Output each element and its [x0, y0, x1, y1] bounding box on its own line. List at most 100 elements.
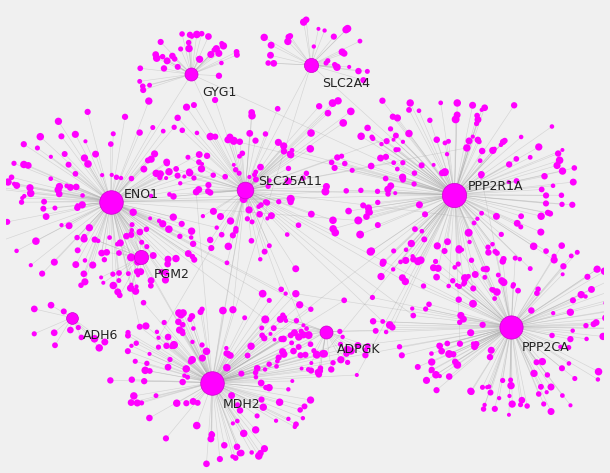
- Point: [207, 379, 217, 386]
- Point: [145, 215, 155, 222]
- Point: [246, 237, 256, 245]
- Point: [315, 364, 325, 372]
- Point: [330, 164, 340, 172]
- Point: [467, 256, 476, 264]
- Point: [251, 175, 261, 183]
- Point: [251, 373, 261, 381]
- Point: [198, 212, 208, 220]
- Point: [135, 78, 145, 85]
- Point: [382, 137, 392, 145]
- Point: [414, 107, 424, 114]
- Point: [162, 342, 171, 350]
- Point: [98, 279, 108, 287]
- Point: [286, 195, 296, 202]
- Point: [203, 187, 213, 195]
- Point: [343, 207, 353, 215]
- Point: [283, 177, 293, 185]
- Point: [145, 350, 154, 358]
- Point: [298, 322, 308, 329]
- Point: [456, 312, 466, 319]
- Point: [436, 99, 445, 106]
- Point: [576, 291, 586, 298]
- Point: [38, 205, 48, 212]
- Point: [339, 50, 349, 57]
- Point: [536, 228, 546, 236]
- Point: [542, 388, 551, 396]
- Point: [198, 354, 207, 362]
- Point: [393, 146, 403, 153]
- Point: [146, 277, 156, 284]
- Point: [135, 228, 145, 236]
- Point: [195, 55, 204, 63]
- Point: [207, 431, 217, 438]
- Point: [569, 178, 578, 186]
- Point: [556, 343, 565, 350]
- Point: [148, 124, 157, 131]
- Point: [232, 48, 242, 56]
- Point: [123, 270, 133, 278]
- Point: [46, 301, 56, 309]
- Point: [368, 294, 378, 301]
- Point: [81, 138, 90, 145]
- Point: [145, 414, 154, 422]
- Text: ENO1: ENO1: [124, 188, 159, 201]
- Point: [409, 180, 419, 188]
- Point: [279, 142, 289, 150]
- Point: [221, 344, 231, 352]
- Point: [570, 164, 580, 172]
- Point: [106, 198, 115, 205]
- Point: [486, 389, 495, 396]
- Point: [105, 234, 115, 241]
- Point: [139, 377, 149, 385]
- Point: [206, 133, 215, 140]
- Point: [135, 129, 145, 136]
- Point: [511, 254, 520, 262]
- Point: [106, 377, 115, 384]
- Point: [187, 313, 197, 320]
- Point: [292, 317, 301, 324]
- Point: [361, 346, 370, 354]
- Point: [162, 57, 172, 65]
- Point: [46, 175, 56, 183]
- Point: [218, 307, 228, 315]
- Point: [591, 266, 601, 273]
- Point: [151, 51, 160, 58]
- Point: [220, 173, 230, 181]
- Point: [327, 158, 337, 166]
- Point: [123, 329, 133, 336]
- Point: [57, 132, 66, 140]
- Point: [342, 350, 351, 358]
- Point: [270, 336, 279, 343]
- Point: [472, 120, 481, 127]
- Point: [269, 324, 279, 332]
- Point: [476, 210, 486, 217]
- Point: [127, 221, 137, 228]
- Point: [138, 86, 148, 94]
- Point: [287, 339, 296, 347]
- Point: [433, 264, 443, 272]
- Point: [453, 260, 463, 268]
- Point: [159, 65, 169, 72]
- Point: [364, 208, 374, 216]
- Point: [217, 40, 227, 47]
- Point: [401, 246, 411, 254]
- Point: [262, 199, 272, 207]
- Point: [506, 382, 516, 389]
- Point: [483, 384, 492, 391]
- Point: [296, 365, 306, 372]
- Point: [276, 286, 286, 293]
- Point: [393, 114, 403, 122]
- Point: [135, 64, 145, 72]
- Point: [46, 153, 56, 160]
- Point: [336, 341, 345, 348]
- Point: [254, 452, 264, 460]
- Point: [381, 328, 391, 336]
- Point: [391, 146, 401, 154]
- Point: [255, 210, 265, 218]
- Point: [284, 415, 293, 423]
- Point: [264, 384, 274, 392]
- Point: [0, 236, 7, 244]
- Point: [209, 171, 218, 179]
- Point: [185, 169, 195, 176]
- Point: [432, 242, 442, 250]
